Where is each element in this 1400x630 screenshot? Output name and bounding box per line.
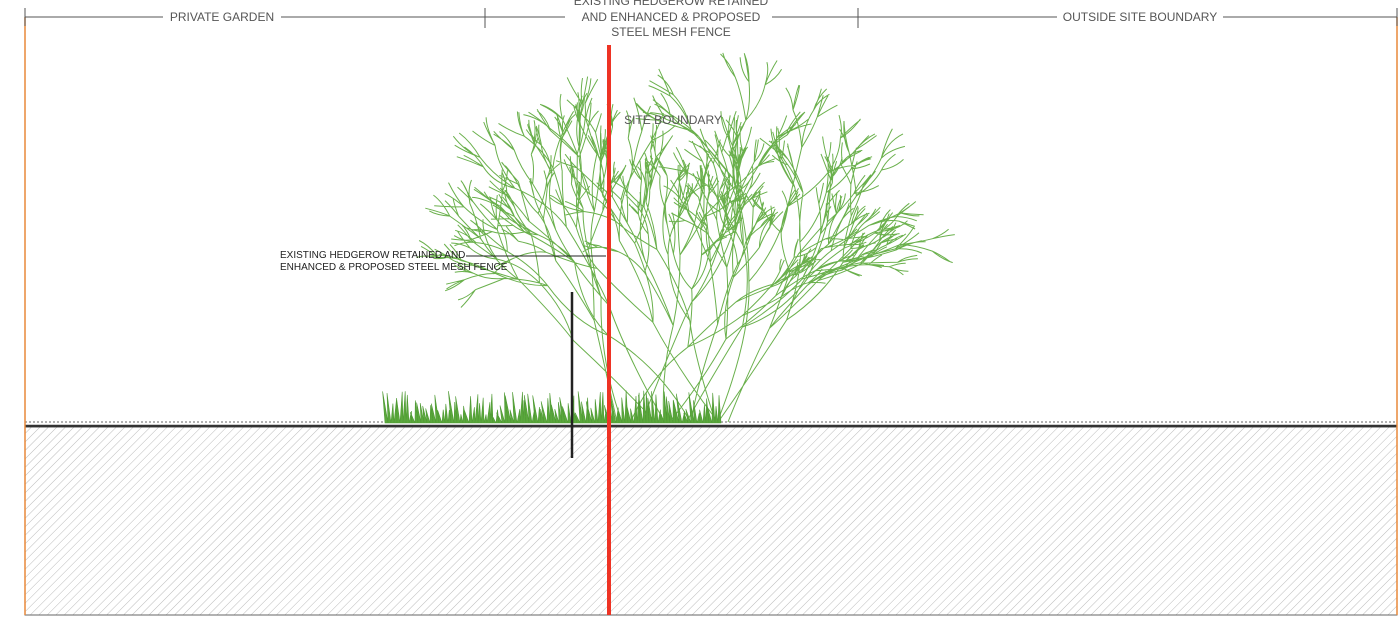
ground-hatch bbox=[24, 426, 1398, 616]
zone-label: OUTSIDE SITE BOUNDARY bbox=[1063, 10, 1217, 24]
hedge-branches bbox=[416, 52, 955, 423]
zone-label: PRIVATE GARDEN bbox=[170, 10, 274, 24]
boundary-label: SITE BOUNDARY bbox=[624, 113, 722, 127]
ground-planting bbox=[382, 390, 722, 424]
hedgerow bbox=[382, 52, 955, 424]
zone-label: STEEL MESH FENCE bbox=[611, 25, 731, 39]
dimension-line bbox=[24, 8, 1398, 28]
annotation: EXISTING HEDGEROW RETAINED AND bbox=[280, 250, 465, 261]
zone-label: EXISTING HEDGEROW RETAINED bbox=[574, 0, 769, 8]
zone-label: AND ENHANCED & PROPOSED bbox=[582, 10, 761, 24]
annotation: ENHANCED & PROPOSED STEEL MESH FENCE bbox=[280, 262, 508, 273]
